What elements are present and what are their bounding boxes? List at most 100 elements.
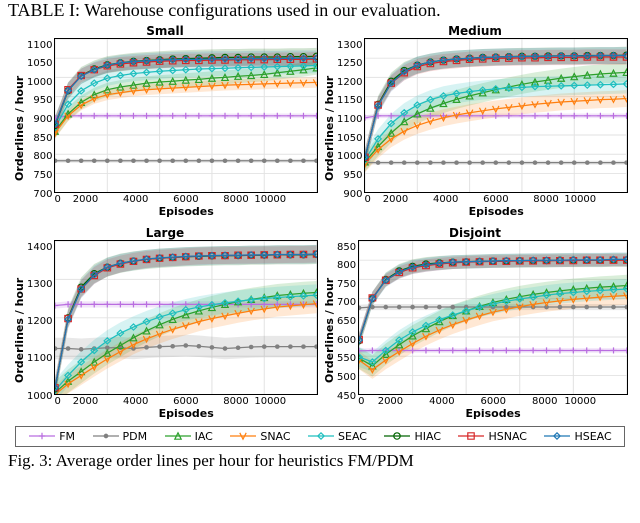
panel-grid: SmallOrderlines / hour110010501000950900…: [12, 22, 628, 420]
y-tick: 950: [27, 95, 52, 106]
y-tick: 1000: [27, 77, 52, 88]
y-tick: 450: [337, 391, 356, 402]
x-tick: 4000: [429, 396, 454, 407]
y-tick: 1050: [337, 133, 362, 144]
x-tick: 8000: [223, 396, 248, 407]
x-tick: 6000: [173, 396, 198, 407]
y-tick: 1050: [27, 58, 52, 69]
figure-page: { "top_caption": "TABLE I: Warehouse con…: [0, 0, 640, 523]
y-tick: 1000: [337, 151, 362, 162]
x-tick: 6000: [483, 194, 508, 205]
y-axis-label: Orderlines / hour: [12, 240, 27, 420]
x-tick: 10000: [564, 396, 596, 407]
y-tick: 1100: [337, 114, 362, 125]
legend-item-HSNAC: HSNAC: [457, 430, 527, 443]
legend-label-SNAC: SNAC: [260, 430, 290, 443]
x-tick: 8000: [223, 194, 248, 205]
y-tick: 700: [337, 297, 356, 308]
legend-label-HIAC: HIAC: [414, 430, 441, 443]
y-tick: 850: [337, 242, 356, 253]
y-tick: 1250: [337, 58, 362, 69]
x-tick: 2000: [73, 396, 98, 407]
y-tick: 750: [27, 170, 52, 181]
legend-swatch-HIAC: [383, 430, 411, 442]
legend-swatch-HSEAC: [543, 430, 571, 442]
x-tick: 8000: [533, 194, 558, 205]
y-tick: 1150: [337, 95, 362, 106]
plot-area-disjoint: [358, 240, 628, 396]
plot-area-small: [54, 38, 318, 194]
y-tick: 1300: [27, 279, 52, 290]
x-axis-ticks: 0200040006000800010000: [54, 396, 318, 407]
legend-item-PDM: PDM: [92, 430, 148, 443]
plot-wrap-disjoint: Orderlines / hour850 800 750 700 650 600 550 50…: [322, 240, 628, 420]
x-axis-ticks: 0200040006000800010000: [54, 194, 318, 205]
panel-title-medium: Medium: [322, 24, 628, 38]
y-axis-ticks: 1400 1300 1200 1100 1000: [27, 242, 54, 402]
x-tick: 2000: [73, 194, 98, 205]
x-tick: 2000: [383, 194, 408, 205]
x-tick: 6000: [173, 194, 198, 205]
x-axis-label: Episodes: [364, 205, 628, 218]
legend-item-FM: FM: [28, 430, 75, 443]
y-tick: 600: [337, 335, 356, 346]
y-tick: 950: [337, 170, 362, 181]
panel-title-disjoint: Disjoint: [322, 226, 628, 240]
panel-small: SmallOrderlines / hour110010501000950900…: [12, 24, 318, 218]
y-axis-ticks: 1300 1250 1200 1150 1100 1050 1000 950 900: [337, 40, 364, 200]
y-tick: 1200: [337, 77, 362, 88]
y-tick: 1100: [27, 40, 52, 51]
x-axis-label: Episodes: [358, 407, 628, 420]
legend-item-SNAC: SNAC: [229, 430, 290, 443]
y-tick: 750: [337, 279, 356, 290]
x-tick: 10000: [254, 194, 286, 205]
legend-item-HIAC: HIAC: [383, 430, 441, 443]
y-tick: 1300: [337, 40, 362, 51]
legend-swatch-SEAC: [307, 430, 335, 442]
figure-caption: Fig. 3: Average order lines per hour for…: [0, 447, 640, 471]
legend-item-IAC: IAC: [164, 430, 213, 443]
legend-swatch-IAC: [164, 430, 192, 442]
y-tick: 550: [337, 353, 356, 364]
y-tick: 1100: [27, 353, 52, 364]
legend-label-HSNAC: HSNAC: [488, 430, 527, 443]
y-tick: 1000: [27, 391, 52, 402]
y-tick: 1200: [27, 316, 52, 327]
legend: FM PDM IAC SNAC SEAC HIAC HSNAC HSEAC: [15, 426, 625, 447]
x-axis-ticks: 0200040006000800010000: [364, 194, 628, 205]
x-tick: 2000: [378, 396, 403, 407]
y-axis-label: Orderlines / hour: [322, 240, 337, 420]
panel-medium: MediumOrderlines / hour13001250120011501…: [322, 24, 628, 218]
legend-swatch-FM: [28, 430, 56, 442]
y-tick: 800: [337, 260, 356, 271]
y-axis-ticks: 850 800 750 700 650 600 550 500 450: [337, 242, 358, 402]
y-tick: 700: [27, 189, 52, 200]
x-axis-ticks: 0200040006000800010000: [358, 396, 628, 407]
y-tick: 650: [337, 316, 356, 327]
legend-swatch-HSNAC: [457, 430, 485, 442]
legend-swatch-PDM: [92, 430, 120, 442]
legend-label-HSEAC: HSEAC: [574, 430, 611, 443]
legend-label-PDM: PDM: [123, 430, 148, 443]
x-tick: 6000: [481, 396, 506, 407]
y-tick: 500: [337, 372, 356, 383]
plot-wrap-medium: Orderlines / hour1300 1250 1200 1150 1100 105…: [322, 38, 628, 218]
panel-title-large: Large: [12, 226, 318, 240]
x-tick: 4000: [433, 194, 458, 205]
y-tick: 850: [27, 133, 52, 144]
x-tick: 10000: [564, 194, 596, 205]
y-tick: 800: [27, 151, 52, 162]
plot-area-large: [54, 240, 318, 396]
y-tick: 900: [337, 189, 362, 200]
panel-title-small: Small: [12, 24, 318, 38]
panel-large: LargeOrderlines / hour1400 1300 1200 1100 10…: [12, 226, 318, 420]
legend-swatch-SNAC: [229, 430, 257, 442]
legend-label-IAC: IAC: [195, 430, 213, 443]
y-axis-ticks: 110010501000950900850800750700: [27, 40, 54, 200]
y-tick: 1400: [27, 242, 52, 253]
legend-label-SEAC: SEAC: [338, 430, 367, 443]
y-axis-label: Orderlines / hour: [322, 38, 337, 218]
x-tick: 8000: [532, 396, 557, 407]
panel-disjoint: DisjointOrderlines / hour850 800 750 700 650…: [322, 226, 628, 420]
legend-item-HSEAC: HSEAC: [543, 430, 611, 443]
